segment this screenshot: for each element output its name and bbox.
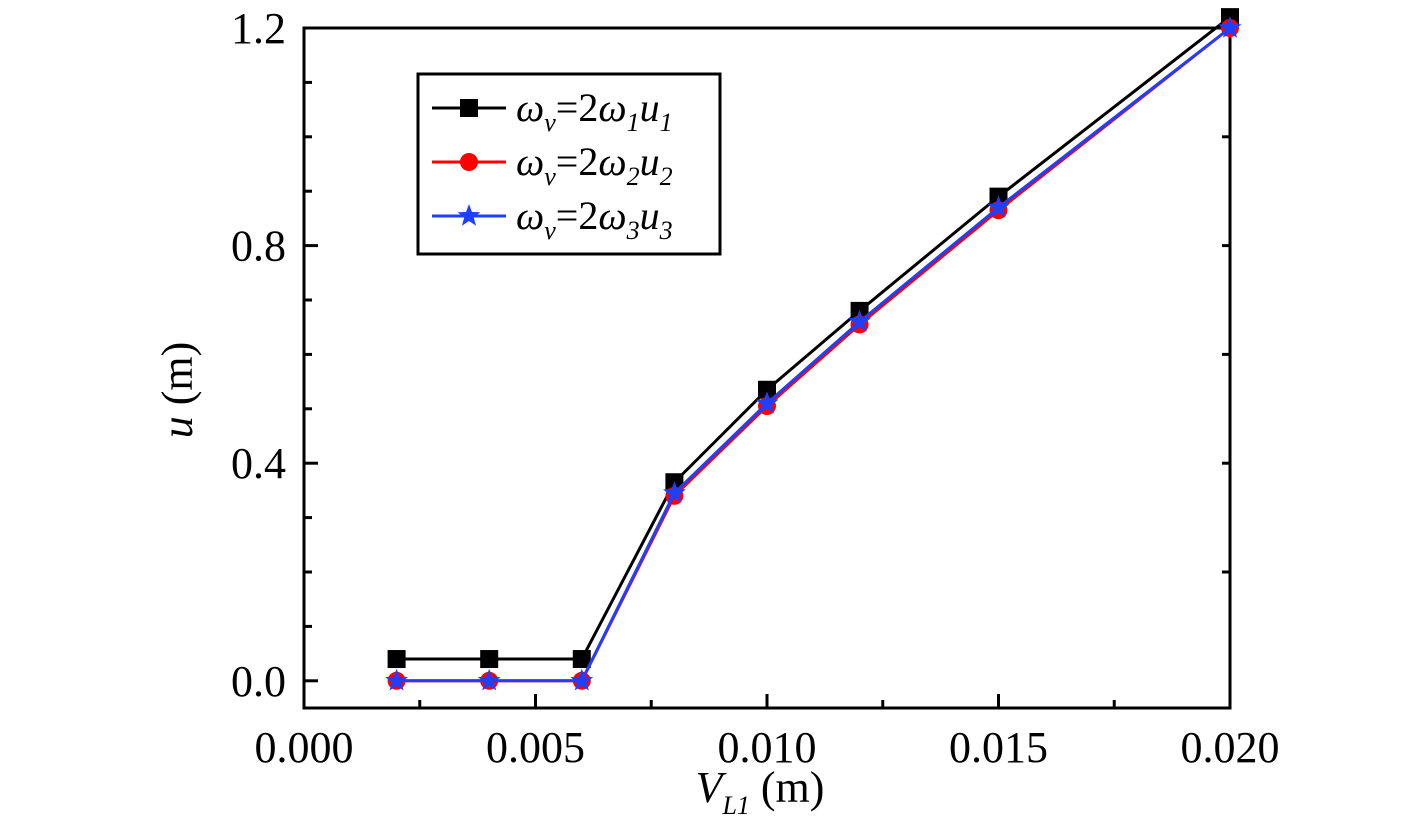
- x-tick-label: 0.000: [255, 723, 354, 772]
- legend-entry: ωv=2ω1u1: [432, 85, 673, 137]
- y-tick-label: 0.8: [231, 222, 286, 271]
- x-axis-sub: L1: [721, 791, 749, 820]
- y-tick-label: 1.2: [231, 4, 286, 53]
- data-point: [477, 668, 501, 691]
- x-axis-var: V: [696, 763, 728, 812]
- series-3: [385, 16, 1242, 691]
- x-tick-label: 0.015: [949, 723, 1048, 772]
- data-point: [570, 668, 594, 691]
- legend-entry: ωv=2ω3u3: [432, 193, 673, 245]
- legend-label: ωv=2ω3u3: [516, 193, 673, 245]
- data-point: [480, 650, 499, 669]
- data-point: [387, 650, 406, 669]
- data-point: [848, 309, 872, 332]
- legend-entry: ωv=2ω2u2: [432, 139, 673, 191]
- data-point: [385, 668, 409, 691]
- data-point: [662, 481, 686, 503]
- series-line: [396, 26, 1231, 683]
- data-point: [572, 650, 591, 669]
- legend-label: ωv=2ω2u2: [516, 139, 673, 191]
- legend-marker: [457, 204, 481, 226]
- y-tick-label: 0.0: [231, 657, 286, 706]
- x-axis-unit: (m): [750, 763, 825, 812]
- y-axis-title: u (m): [153, 342, 202, 439]
- y-axis-var: u: [153, 416, 202, 438]
- x-tick-label: 0.020: [1181, 723, 1280, 772]
- axes: [302, 26, 1232, 710]
- data-point: [755, 391, 779, 414]
- legend-marker: [460, 99, 478, 117]
- series-layer: [385, 8, 1242, 691]
- x-axis-title: VL1 (m): [696, 763, 825, 820]
- y-axis-unit: (m): [153, 342, 202, 417]
- data-point: [1218, 16, 1242, 38]
- data-point: [987, 195, 1010, 218]
- series-line: [396, 15, 1231, 661]
- legend-marker: [460, 153, 478, 171]
- x-tick-label: 0.010: [718, 723, 817, 772]
- y-tick-label: 0.4: [231, 439, 286, 488]
- legend-label: ωv=2ω1u1: [516, 85, 673, 137]
- x-tick-label: 0.005: [486, 723, 585, 772]
- data-point: [758, 380, 776, 399]
- axis-labels: 0.000 0.005 0.010 0.015 0.020 0.0 0.4 0.8 1.2 VL1…: [153, 4, 1280, 820]
